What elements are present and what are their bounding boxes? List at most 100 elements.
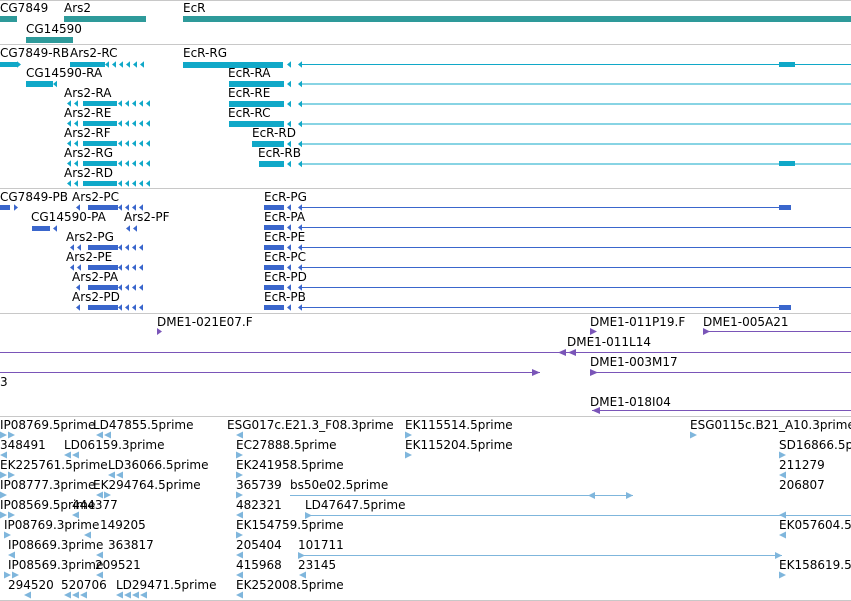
strand-arrow-left[interactable]: [287, 204, 291, 211]
est-marker[interactable]: [12, 571, 19, 579]
exon-block[interactable]: [88, 285, 118, 290]
feature-label[interactable]: EK158619.5: [779, 558, 851, 572]
exon-block[interactable]: [779, 205, 791, 210]
exon-block[interactable]: [229, 121, 284, 127]
strand-arrow-left[interactable]: [74, 120, 78, 127]
strand-arrow-left[interactable]: [118, 244, 122, 251]
strand-arrow-left[interactable]: [139, 284, 143, 291]
feature-label[interactable]: EC27888.5prime: [236, 438, 337, 452]
strand-arrow-left[interactable]: [105, 61, 109, 68]
strand-arrow-left[interactable]: [67, 140, 71, 147]
est-marker[interactable]: [8, 551, 15, 559]
exon-block[interactable]: [83, 161, 117, 166]
feature-label[interactable]: EK252008.5prime: [236, 578, 344, 592]
est-marker[interactable]: [690, 431, 697, 439]
feature-label[interactable]: Ars2-RG: [64, 146, 113, 160]
feature-label[interactable]: 363817: [108, 538, 154, 552]
strand-arrow-left[interactable]: [125, 160, 129, 167]
strand-arrow-left[interactable]: [132, 244, 136, 251]
strand-arrow-left[interactable]: [112, 61, 116, 68]
feature-label[interactable]: SD16866.5p: [779, 438, 851, 452]
est-marker[interactable]: [236, 471, 243, 479]
est-marker[interactable]: [64, 451, 71, 459]
feature-label[interactable]: CG7849-PB: [0, 190, 69, 204]
feature-label[interactable]: EK294764.5prime: [93, 478, 201, 492]
feature-label[interactable]: Ars2-PF: [124, 210, 170, 224]
exon-block[interactable]: [264, 245, 284, 250]
feature-label[interactable]: 209521: [95, 558, 141, 572]
est-marker[interactable]: [775, 552, 782, 559]
feature-label[interactable]: DME1-005A21: [703, 315, 789, 329]
feature-label[interactable]: Ars2-RE: [64, 106, 112, 120]
strand-arrow-left[interactable]: [77, 244, 81, 251]
feature-label[interactable]: DME1-011P19.F: [590, 315, 686, 329]
feature-label[interactable]: EK115514.5prime: [405, 418, 513, 432]
strand-arrow-left[interactable]: [146, 140, 150, 147]
est-marker[interactable]: [8, 511, 15, 519]
feature-label[interactable]: LD29471.5prime: [116, 578, 217, 592]
est-marker[interactable]: [4, 531, 11, 539]
feature-label[interactable]: LD36066.5prime: [108, 458, 209, 472]
feature-label[interactable]: EcR-RG: [183, 46, 227, 60]
est-marker[interactable]: [405, 431, 412, 439]
strand-arrow-left[interactable]: [146, 160, 150, 167]
strand-arrow-left[interactable]: [133, 61, 137, 68]
feature-label[interactable]: IP08569.5prime: [0, 498, 96, 512]
strand-arrow-left[interactable]: [287, 244, 291, 251]
est-marker[interactable]: [0, 431, 7, 439]
feature-label[interactable]: 23145: [298, 558, 337, 572]
est-marker[interactable]: [72, 451, 79, 459]
exon-block[interactable]: [229, 81, 284, 87]
feature-label[interactable]: DME1-003M17: [590, 355, 678, 369]
est-marker[interactable]: [588, 492, 595, 499]
feature-label[interactable]: 520706: [61, 578, 107, 592]
feature-label[interactable]: 101711: [298, 538, 344, 552]
strand-arrow-left[interactable]: [287, 140, 291, 148]
strand-arrow-left[interactable]: [287, 284, 291, 291]
est-marker[interactable]: [236, 551, 243, 559]
est-marker[interactable]: [405, 451, 412, 459]
strand-arrow-left[interactable]: [118, 304, 122, 311]
feature-label[interactable]: EK225761.5prime: [0, 458, 108, 472]
strand-arrow-left[interactable]: [139, 120, 143, 127]
exon-block[interactable]: [264, 225, 284, 230]
strand-arrow-left[interactable]: [132, 180, 136, 187]
strand-arrow-left[interactable]: [74, 160, 78, 167]
feature-label[interactable]: EK057604.5: [779, 518, 851, 532]
strand-arrow-left[interactable]: [125, 284, 129, 291]
exon-block[interactable]: [779, 161, 795, 166]
strand-arrow-left[interactable]: [139, 140, 143, 147]
feature-label[interactable]: CG7849: [0, 1, 49, 15]
feature-label[interactable]: CG14590-RA: [26, 66, 103, 80]
exon-block[interactable]: [259, 161, 284, 167]
strand-arrow-left[interactable]: [77, 264, 81, 271]
est-marker[interactable]: [298, 552, 305, 559]
feature-label[interactable]: Ars2-PA: [72, 270, 119, 284]
feature-label[interactable]: 444377: [72, 498, 118, 512]
feature-label[interactable]: DME1-011L14: [567, 335, 651, 349]
feature-label[interactable]: EcR-PE: [264, 230, 306, 244]
strand-arrow-left[interactable]: [125, 100, 129, 107]
feature-label[interactable]: EK241958.5prime: [236, 458, 344, 472]
exon-block[interactable]: [264, 205, 284, 210]
strand-arrow-left[interactable]: [132, 204, 136, 211]
gene-block[interactable]: [0, 16, 17, 22]
est-marker[interactable]: [236, 571, 243, 579]
feature-label[interactable]: EcR-PA: [264, 210, 306, 224]
strand-arrow-left[interactable]: [132, 100, 136, 107]
feature-label[interactable]: Ars2-RD: [64, 166, 113, 180]
strand-arrow-left[interactable]: [118, 100, 122, 107]
est-marker[interactable]: [8, 431, 15, 439]
clone-marker[interactable]: [558, 349, 566, 356]
est-marker[interactable]: [8, 471, 15, 479]
exon-block[interactable]: [70, 62, 105, 67]
strand-arrow-left[interactable]: [132, 284, 136, 291]
strand-arrow-left[interactable]: [126, 61, 130, 68]
est-marker[interactable]: [236, 431, 243, 439]
strand-arrow-left[interactable]: [146, 100, 150, 107]
strand-arrow-left[interactable]: [125, 180, 129, 187]
exon-block[interactable]: [264, 265, 284, 270]
est-marker[interactable]: [0, 471, 7, 479]
feature-label[interactable]: 415968: [236, 558, 282, 572]
est-marker[interactable]: [779, 471, 786, 479]
